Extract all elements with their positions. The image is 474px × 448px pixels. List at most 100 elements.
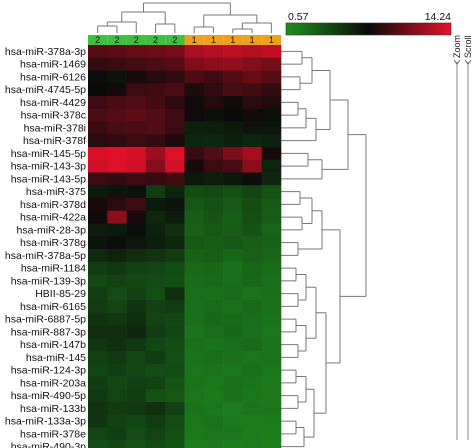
heatmap-cell	[88, 172, 108, 186]
heatmap-cell	[184, 287, 205, 301]
heatmap-cell	[107, 57, 127, 71]
heatmap-cell	[145, 223, 166, 237]
row-label: hsa-miR-378a-3p	[5, 46, 86, 58]
heatmap-cell	[223, 261, 243, 275]
heatmap-cell	[261, 376, 282, 390]
heatmap-cell	[242, 312, 262, 326]
row-label: hsa-miR-28-3p	[17, 224, 87, 236]
heatmap-cell	[145, 121, 166, 135]
heatmap-cell	[107, 159, 127, 173]
heatmap-cell	[88, 185, 108, 199]
heatmap-cell	[126, 96, 147, 110]
heatmap-cell	[165, 402, 185, 416]
heatmap-cell	[107, 414, 127, 428]
heatmap-cell	[184, 402, 205, 416]
heatmap-cell	[184, 389, 205, 403]
heatmap-cell	[165, 261, 185, 275]
heatmap-cell	[184, 274, 205, 288]
heatmap-cell	[261, 325, 282, 339]
heatmap-cell	[88, 363, 108, 377]
group-label: 1	[269, 35, 274, 45]
group-label: 2	[153, 35, 158, 45]
row-label: hsa-miR-4429	[20, 97, 86, 109]
heatmap-cell	[145, 83, 166, 97]
heatmap-cell	[145, 236, 166, 250]
heatmap-cell	[145, 172, 166, 186]
heatmap-cell	[184, 261, 205, 275]
heatmap-cell	[242, 376, 262, 390]
heatmap-cell	[203, 376, 224, 390]
heatmap-cell	[223, 312, 243, 326]
heatmap-cell	[88, 351, 108, 365]
heatmap-cell	[107, 363, 127, 377]
group-cell	[126, 35, 146, 45]
heatmap-cell	[107, 108, 127, 122]
row-label: hsa-miR-139-3p	[11, 275, 86, 287]
heatmap-cell	[203, 351, 224, 365]
heatmap-cell	[126, 172, 147, 186]
zoom-handle[interactable]	[453, 59, 461, 65]
heatmap-cell	[165, 249, 185, 263]
heatmap-cell	[242, 210, 262, 224]
heatmap-cell	[184, 414, 205, 428]
row-label: hsa-miR-378a-5p	[5, 250, 86, 262]
heatmap-cell	[261, 185, 282, 199]
heatmap-cell	[261, 236, 282, 250]
heatmap-cell	[88, 45, 108, 59]
heatmap-cell	[126, 108, 147, 122]
heatmap-cell	[107, 249, 127, 263]
heatmap-cell	[261, 440, 282, 448]
heatmap-cell	[184, 427, 205, 441]
heatmap-cell	[203, 70, 224, 84]
heatmap-cell	[107, 236, 127, 250]
heatmap-cell	[126, 198, 147, 212]
heatmap-cell	[261, 108, 282, 122]
scroll-handle[interactable]	[464, 59, 472, 65]
heatmap-cell	[242, 351, 262, 365]
heatmap-cell	[165, 70, 185, 84]
heatmap-cell	[203, 402, 224, 416]
row-label: hsa-miR-143-3p	[11, 161, 86, 173]
group-cell	[165, 35, 185, 45]
heatmap-cell	[203, 223, 224, 237]
heatmap-cell	[107, 83, 127, 97]
heatmap-cell	[107, 274, 127, 288]
heatmap-cell	[145, 70, 166, 84]
heatmap-cell	[126, 427, 147, 441]
zoom-scroll-controls[interactable]: Zoom Scroll	[452, 35, 473, 440]
heatmap-cell	[242, 300, 262, 314]
heatmap-cell	[184, 70, 205, 84]
heatmap-cell	[223, 147, 243, 161]
heatmap-cell	[203, 185, 224, 199]
heatmap-cell	[184, 57, 205, 71]
heatmap-cell	[145, 402, 166, 416]
heatmap-cell	[126, 402, 147, 416]
group-label: 1	[192, 35, 197, 45]
group-cell	[184, 35, 204, 45]
heatmap-cell	[145, 108, 166, 122]
heatmap-cell	[126, 159, 147, 173]
heatmap-cell	[107, 172, 127, 186]
heatmap-cell	[165, 198, 185, 212]
heatmap-cell	[165, 427, 185, 441]
heatmap-cell	[126, 261, 147, 275]
heatmap-cell	[145, 376, 166, 390]
heatmap-cell	[223, 108, 243, 122]
heatmap-cell	[223, 351, 243, 365]
heatmap-cell	[261, 261, 282, 275]
row-label: hsa-miR-378d	[20, 199, 86, 211]
heatmap-cell	[107, 70, 127, 84]
heatmap-cell	[203, 121, 224, 135]
heatmap-cell	[107, 45, 127, 59]
heatmap-cell	[261, 83, 282, 97]
heatmap-cell	[261, 249, 282, 263]
heatmap-cell	[203, 249, 224, 263]
heatmap-cell	[165, 389, 185, 403]
heatmap-cell	[145, 287, 166, 301]
heatmap-cell	[88, 440, 108, 448]
heatmap-cell	[261, 198, 282, 212]
row-label: hsa-miR-145	[26, 352, 86, 364]
group-cell	[107, 35, 127, 45]
row-label: hsa-miR-6126	[20, 71, 86, 83]
